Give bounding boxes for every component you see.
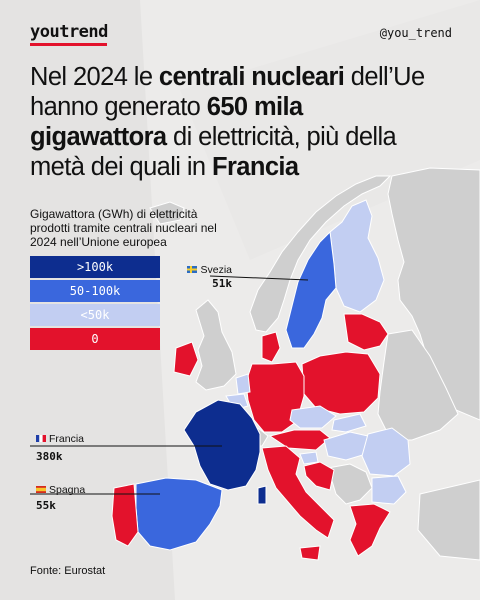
country-poland [301,351,381,415]
country-italy [261,445,335,539]
country-denmark [261,331,281,363]
legend: >100k 50-100k <50k 0 [30,256,160,352]
country-uk [195,299,237,391]
callout-francia: Francia 380k [36,433,84,463]
country-sicily [299,545,321,561]
country-slovakia [331,413,367,433]
callout-svezia: Svezia 51k [186,264,232,290]
callout-svezia-name-row: Svezia [186,264,232,277]
callout-spagna-value: 55k [36,499,56,512]
country-hungary [323,431,369,461]
legend-item-zero: 0 [30,328,160,350]
background-wedge-right [180,0,480,260]
country-turkey [417,479,480,561]
legend-item-50-100k: 50-100k [30,280,160,302]
social-handle: @you_trend [379,26,452,40]
country-corsica [257,485,267,505]
headline-part: Nel 2024 le [30,63,159,91]
country-slovenia [299,451,319,465]
legend-item-under-50k: <50k [30,304,160,326]
country-russia [387,167,480,421]
callout-line-svezia [209,275,309,281]
callout-francia-name: Francia [49,433,85,445]
headline-part-bold: Francia [211,153,299,181]
legend-item-over-100k: >100k [30,256,160,278]
callout-spagna: Spagna 55k [36,484,85,512]
country-spain [135,477,223,551]
callout-svezia-name: Svezia [200,264,232,276]
legend-subtitle: Gigawattora (GWh) di elettricità prodott… [30,207,217,249]
callout-svezia-value: 51k [212,277,232,290]
country-norway [249,175,392,333]
source-note: Fonte: Eurostat [30,565,106,577]
country-baltics [343,313,389,351]
country-netherlands [235,373,251,395]
callout-francia-name-row: Francia [36,433,84,446]
brand-logo: youtrend [30,22,108,42]
country-finland [329,199,385,313]
sweden-flag-icon [187,266,198,273]
headline-part: di elettricità, più della metà dei quali… [30,123,397,181]
country-romania [361,427,411,477]
eu-countries [111,199,411,561]
callout-spagna-name: Spagna [49,484,86,496]
country-greece [349,503,391,557]
france-flag-icon [36,433,46,442]
country-sweden [285,230,337,349]
country-balkans [327,463,373,505]
headline-part: dell’Ue hanno generato [30,63,425,121]
country-portugal [111,483,139,547]
country-bulgaria [371,475,407,505]
callout-francia-value: 380k [36,450,63,463]
country-iceland [149,201,185,225]
callout-spagna-name-row: Spagna [36,484,85,497]
country-croatia [303,461,335,491]
country-ukraine-belarus [377,329,459,441]
country-ireland [173,341,199,377]
headline: Nel 2024 le centrali nucleari dell’Ue ha… [30,62,430,182]
country-france [183,399,261,491]
headline-part-bold: 650 mila gigawattora [30,93,303,151]
country-czech [289,405,337,429]
headline-part-bold: centrali nucleari [158,63,345,91]
spain-flag-icon [36,484,46,493]
brand-underline [30,43,107,46]
